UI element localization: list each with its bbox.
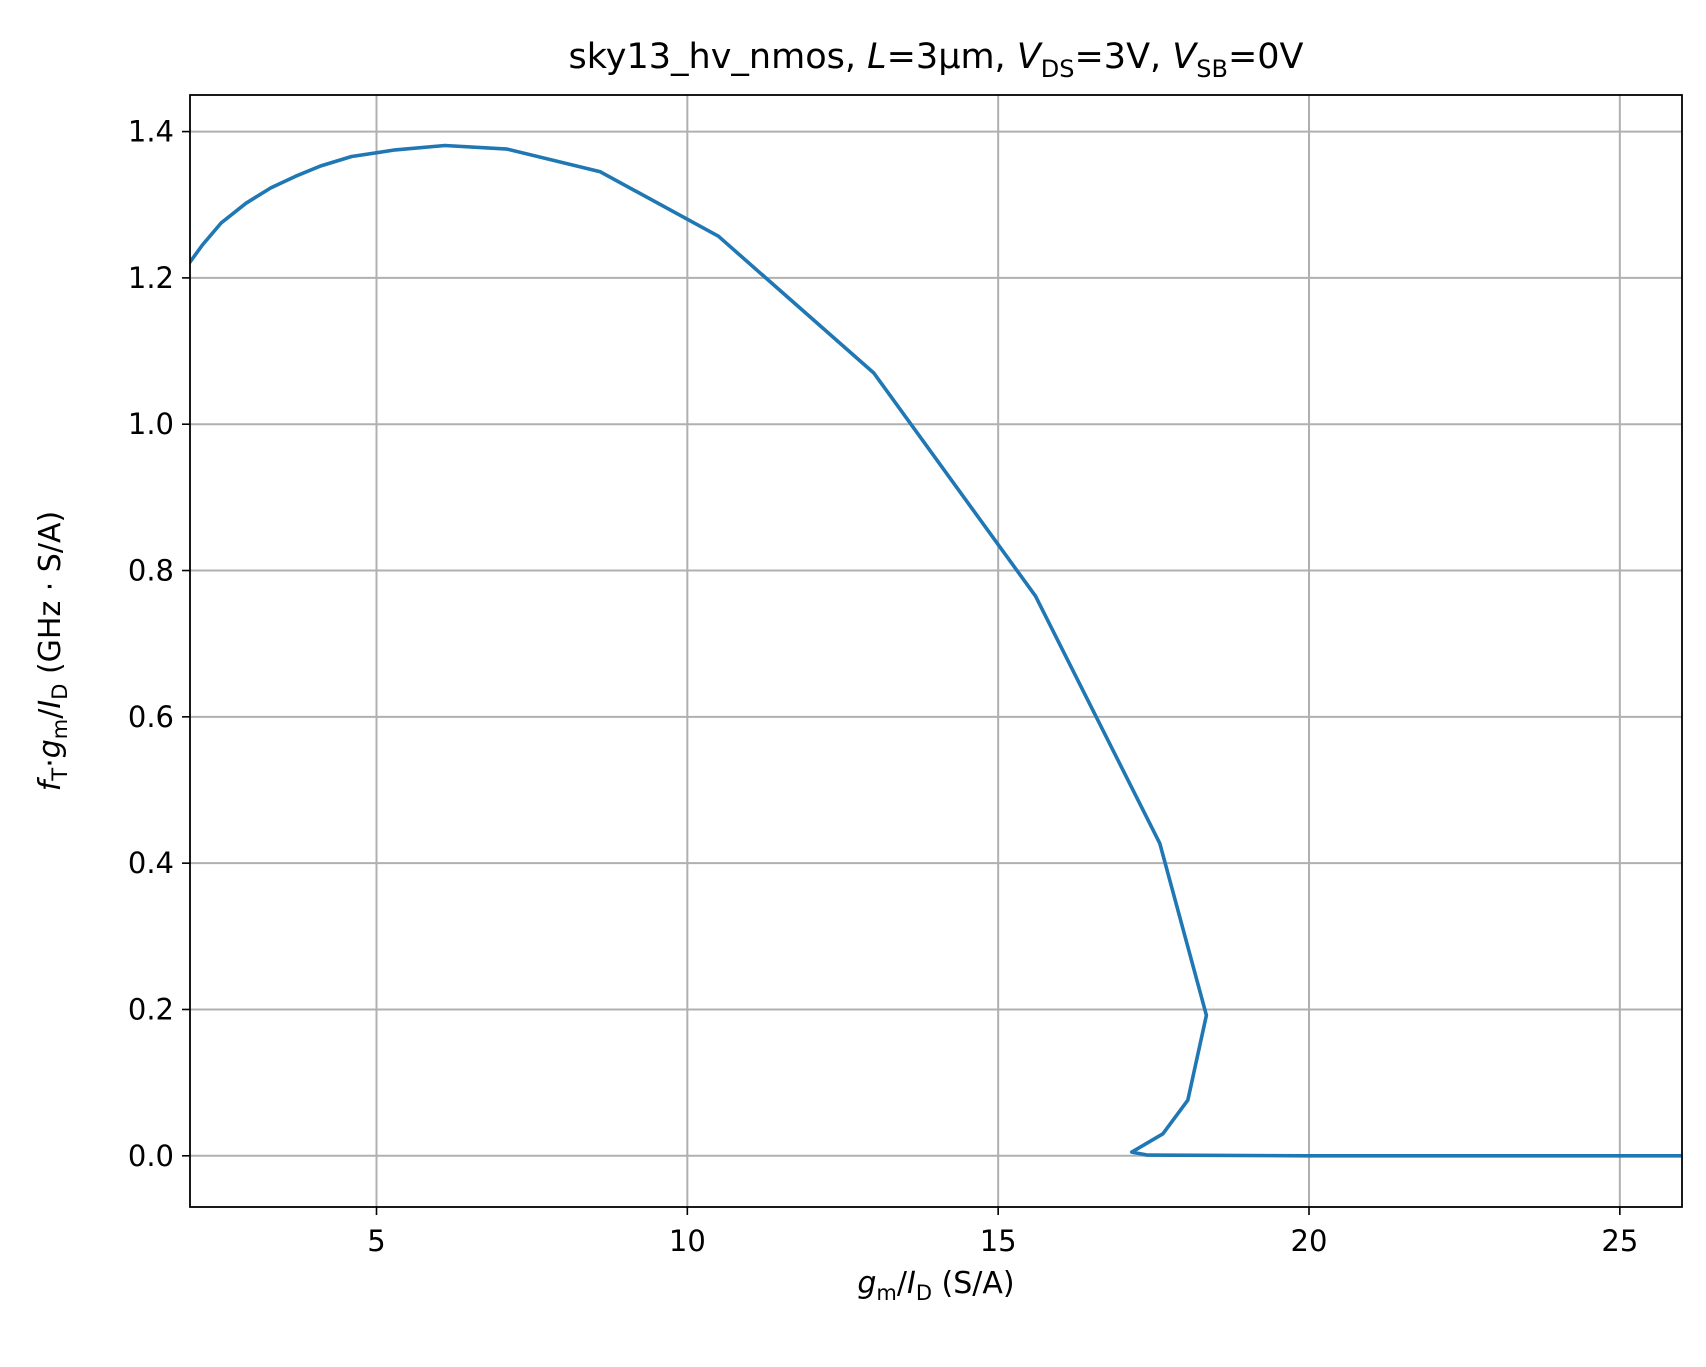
xlabel-unit: (S/A)	[932, 1266, 1015, 1301]
plot-frame	[189, 94, 1683, 1208]
plot-area	[190, 95, 1682, 1207]
ylabel-i-subscript: D	[48, 684, 72, 700]
tick-layer: 5 10 15 20 25 0.0 0.2 0.4 0.6 0.8 1.0 1.2 1.4	[128, 115, 1638, 1258]
xlabel-i: I	[907, 1266, 916, 1301]
ylabel-g: g	[33, 739, 68, 758]
x-tick-label: 15	[980, 1224, 1017, 1258]
title-l-symbol: L	[867, 37, 887, 77]
y-tick-label: 0.6	[128, 700, 174, 734]
y-tick-label: 0.0	[128, 1139, 174, 1173]
y-tick-label: 1.0	[128, 407, 174, 441]
x-tick-label: 10	[669, 1224, 706, 1258]
title-prefix: sky13_hv_nmos,	[569, 37, 868, 77]
y-tick-label: 1.2	[128, 261, 174, 295]
y-tick-label: 0.8	[128, 554, 174, 588]
x-tick-label: 5	[367, 1224, 385, 1258]
x-tick-label: 25	[1601, 1224, 1638, 1258]
xlabel-g: g	[857, 1266, 876, 1301]
grid-layer	[190, 95, 1682, 1207]
y-tick-label: 0.2	[128, 992, 174, 1026]
chart-title: sky13_hv_nmos, L=3μm, VDS=3V, VSB=0V	[569, 37, 1304, 83]
ylabel-g-subscript: m	[48, 719, 72, 739]
series-layer	[190, 143, 1682, 1158]
ylabel-i: I	[33, 700, 68, 709]
x-axis-label: gm/ID (S/A)	[857, 1266, 1014, 1305]
title-vsb-value: =0V	[1228, 37, 1304, 77]
y-tick-label: 0.4	[128, 846, 174, 880]
title-vds-subscript: DS	[1041, 55, 1075, 83]
title-l-value: =3μm,	[887, 37, 1017, 77]
title-vsb-symbol: V	[1172, 37, 1198, 77]
xlabel-slash: /	[897, 1266, 908, 1301]
ylabel-slash: /	[33, 708, 68, 719]
title-vds-value: =3V,	[1074, 37, 1172, 77]
ylabel-f-subscript: T	[48, 768, 72, 782]
series-line-ft-gm-id	[190, 143, 1682, 1158]
xlabel-i-subscript: D	[916, 1281, 932, 1305]
title-vds-symbol: V	[1017, 37, 1043, 77]
ylabel-unit: (GHz · S/A)	[33, 511, 68, 684]
x-tick-label: 20	[1291, 1224, 1328, 1258]
xlabel-g-subscript: m	[876, 1281, 896, 1305]
y-axis-label: fT·gm/ID (GHz · S/A)	[33, 511, 72, 791]
ylabel-dot: ·	[33, 758, 68, 768]
title-vsb-subscript: SB	[1196, 55, 1228, 83]
y-tick-label: 1.4	[128, 115, 174, 149]
